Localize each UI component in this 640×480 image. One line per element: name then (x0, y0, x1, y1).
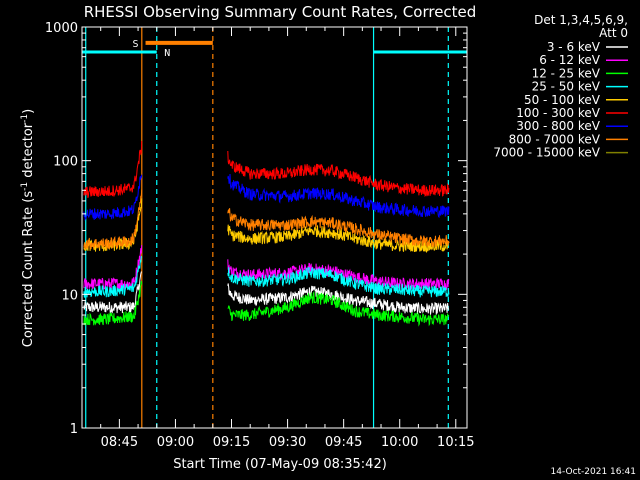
series-line-1-seg-1 (227, 259, 450, 291)
series-line-0-seg-1 (227, 283, 450, 315)
legend-header-line-1: Det 1,3,4,5,6,9, (534, 13, 628, 27)
series-line-6-seg-0 (83, 174, 143, 222)
series-line-0-seg-0 (83, 271, 142, 314)
y-axis-label: Corrected Count Rate (s-1 detector-1) (20, 109, 36, 347)
legend-label: 800 - 7000 keV (509, 132, 601, 146)
x-axis-label: Start Time (07-May-09 08:35:42) (173, 457, 387, 472)
series-group (83, 140, 450, 327)
series-line-5-seg-0 (83, 140, 143, 198)
legend-label: 100 - 300 keV (516, 106, 600, 120)
series-line-2-seg-0 (83, 280, 143, 326)
series-line-7-seg-1 (227, 208, 450, 248)
series-line-1-seg-0 (83, 245, 143, 291)
x-tick-label: 09:30 (269, 435, 306, 450)
y-tick-label: 1000 (45, 21, 78, 36)
legend-label: 7000 - 15000 keV (493, 146, 600, 160)
x-axis: 08:45 09:00 09:15 09:30 09:45 10:00 10:15 (81, 27, 475, 450)
series-line-7-seg-0 (83, 189, 143, 250)
plot-frame (81, 26, 468, 429)
x-tick-label: 08:45 (101, 435, 138, 450)
x-tick-label: 10:15 (437, 435, 474, 450)
series-line-3-seg-0 (83, 256, 143, 298)
legend-label: 25 - 50 keV (532, 80, 601, 94)
series-line-6-seg-1 (227, 173, 450, 219)
y-tick-label: 10 (61, 288, 78, 303)
x-tick-label: 09:15 (213, 435, 250, 450)
saa-label: S (133, 39, 139, 50)
legend-label: 300 - 800 keV (516, 119, 600, 133)
chart-title: RHESSI Observing Summary Count Rates, Co… (84, 3, 477, 21)
legend-header-line-2: Att 0 (599, 26, 628, 40)
legend-label: 12 - 25 keV (532, 66, 601, 80)
legend-label: 50 - 100 keV (524, 93, 601, 107)
x-tick-label: 10:00 (381, 435, 418, 450)
legend-label: 6 - 12 keV (539, 53, 601, 67)
y-axis: 1 10 100 1000 (45, 21, 467, 437)
series-line-3-seg-1 (227, 266, 450, 298)
plot-timestamp: 14-Oct-2021 16:41 (551, 467, 636, 477)
annotation-lines: SN (82, 27, 467, 428)
night-label: N (164, 48, 170, 59)
series-line-5-seg-1 (227, 150, 450, 198)
y-tick-label: 1 (70, 422, 78, 437)
x-tick-label: 09:45 (325, 435, 362, 450)
legend-label: 3 - 6 keV (547, 40, 601, 54)
series-line-2-seg-1 (227, 290, 450, 327)
y-tick-label: 100 (53, 155, 78, 170)
x-tick-label: 09:00 (157, 435, 194, 450)
